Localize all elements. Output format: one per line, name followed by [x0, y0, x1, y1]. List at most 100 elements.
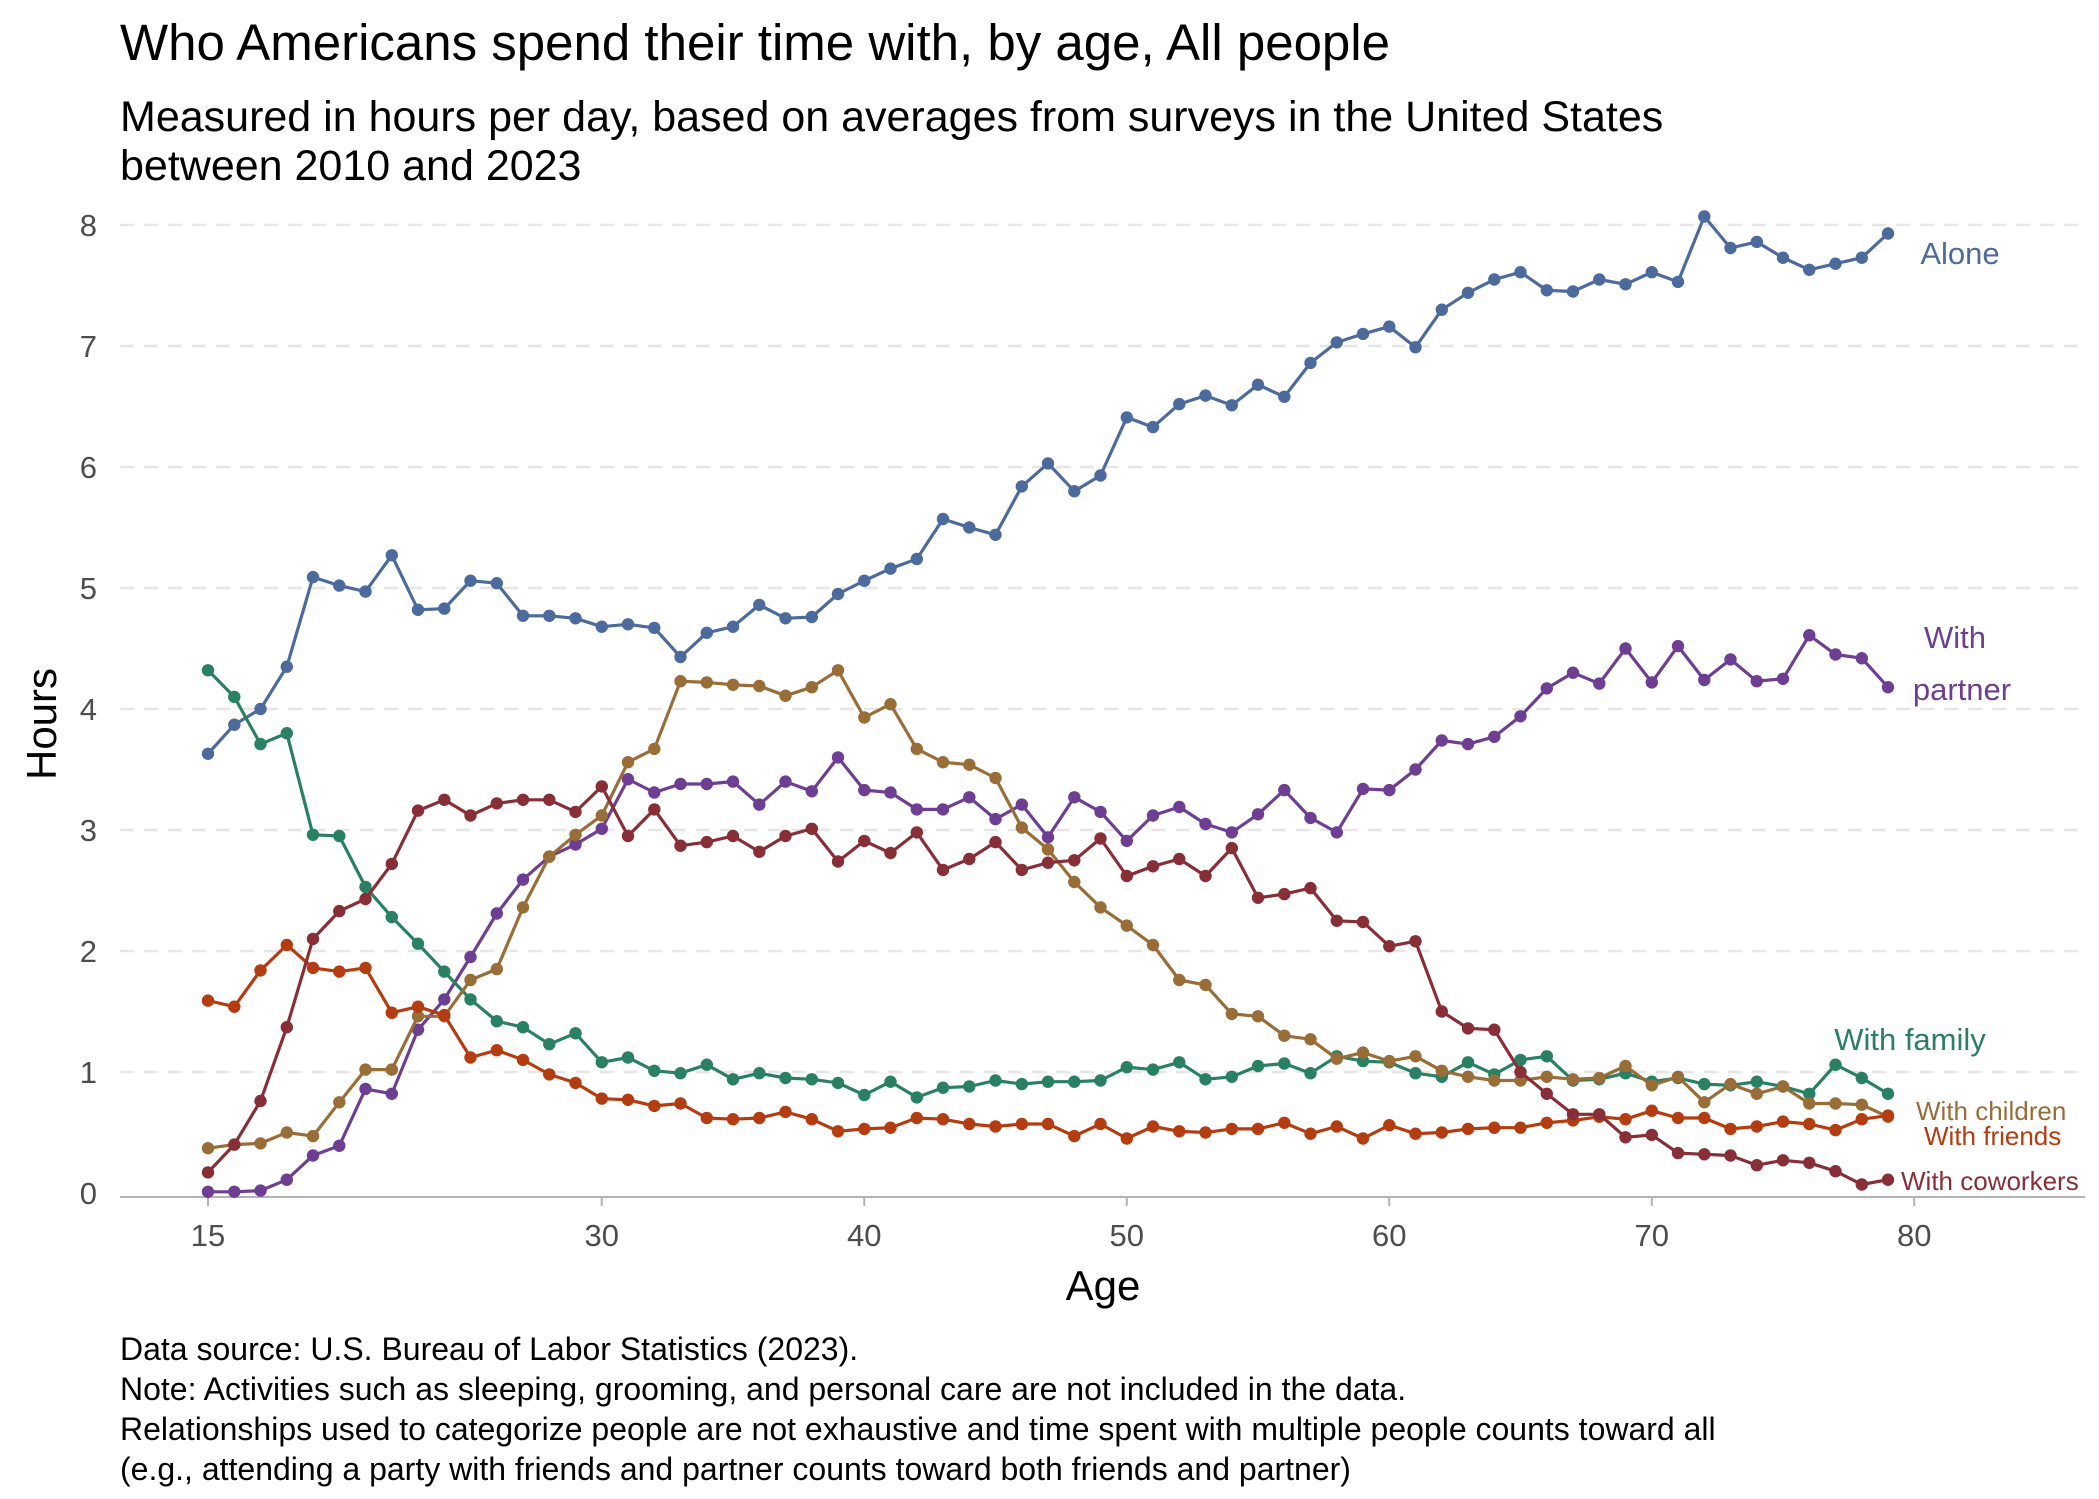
point-with-family-age-43: [936, 1081, 950, 1094]
point-alone-age-77: [1829, 257, 1842, 270]
point-with-friends-age-71: [1671, 1111, 1685, 1125]
point-with-partner-age-37: [779, 775, 792, 788]
point-alone-age-64: [1488, 273, 1501, 286]
point-with-partner-age-27: [516, 873, 530, 886]
point-with-family-age-26: [490, 1015, 503, 1028]
point-with-partner-age-41: [884, 786, 897, 799]
point-with-partner-age-57: [1304, 811, 1317, 825]
point-alone-age-67: [1566, 285, 1580, 298]
gridlines: [120, 223, 2085, 1074]
point-with-children-age-60: [1383, 1054, 1396, 1068]
point-alone-age-24: [438, 602, 451, 615]
point-with-partner-age-71: [1671, 639, 1685, 653]
point-with-partner-age-68: [1593, 677, 1606, 690]
point-alone-age-75: [1776, 251, 1790, 264]
point-with-friends-age-55: [1251, 1122, 1265, 1136]
point-with-children-age-50: [1120, 919, 1134, 932]
point-with-friends-age-52: [1173, 1125, 1186, 1138]
point-with-children-age-18: [280, 1126, 293, 1139]
point-with-family-age-30: [595, 1056, 608, 1069]
point-with-partner-age-48: [1068, 791, 1081, 804]
point-with-coworkers-age-45: [989, 835, 1002, 849]
point-with-friends-age-16: [228, 1000, 241, 1013]
point-with-children-age-32: [648, 742, 661, 756]
point-with-family-age-77: [1829, 1058, 1842, 1071]
point-with-family-age-28: [543, 1038, 556, 1051]
point-with-partner-age-56: [1278, 783, 1291, 797]
point-with-children-age-20: [333, 1096, 346, 1109]
chart-subtitle-line-2: between 2010 and 2023: [120, 142, 581, 190]
point-with-friends-age-78: [1855, 1113, 1869, 1126]
point-with-partner-age-32: [648, 786, 661, 799]
point-with-coworkers-age-65: [1514, 1065, 1527, 1079]
point-with-family-age-53: [1199, 1073, 1212, 1086]
point-alone-age-19: [306, 570, 320, 584]
point-alone-age-45: [989, 528, 1002, 541]
caption-relationships: Relationships used to categorize people …: [120, 1411, 1716, 1447]
point-alone-age-25: [464, 574, 477, 587]
point-alone-age-34: [700, 626, 713, 639]
point-with-coworkers-age-22: [385, 857, 398, 871]
series-label-with-coworkers: With coworkers: [1901, 1166, 2079, 1196]
x-tick-labels: 15 30 40 50 60 70 80: [191, 1218, 1932, 1253]
y-tick-label-4: 4: [80, 692, 97, 727]
point-with-friends-age-37: [779, 1105, 792, 1119]
point-with-friends-age-15: [201, 994, 215, 1007]
series-label-with-children: With children: [1916, 1096, 2066, 1126]
point-with-friends-age-28: [543, 1068, 556, 1081]
point-with-partner-age-44: [963, 791, 976, 804]
point-with-children-age-52: [1173, 973, 1186, 987]
x-tick-label-80: 80: [1897, 1218, 1931, 1253]
point-with-coworkers-age-42: [910, 826, 923, 839]
y-tick-label-8: 8: [80, 208, 97, 243]
point-with-children-age-42: [910, 742, 923, 756]
point-alone-age-39: [831, 587, 845, 601]
point-with-coworkers-age-51: [1146, 860, 1160, 873]
point-with-coworkers-age-32: [648, 803, 661, 816]
point-with-coworkers-age-53: [1199, 869, 1212, 883]
point-with-children-age-51: [1146, 938, 1160, 952]
caption-source: Data source: U.S. Bureau of Labor Statis…: [120, 1331, 858, 1367]
x-tick-label-40: 40: [847, 1218, 881, 1253]
y-tick-label-6: 6: [80, 450, 97, 485]
point-with-children-age-66: [1540, 1070, 1554, 1084]
point-with-children-age-78: [1855, 1098, 1869, 1111]
caption-example: (e.g., attending a party with friends an…: [120, 1451, 1351, 1487]
point-with-coworkers-age-36: [753, 845, 766, 858]
point-with-family-age-16: [228, 690, 241, 704]
point-with-partner-age-43: [936, 803, 950, 816]
point-alone-age-47: [1041, 457, 1055, 470]
point-with-family-age-33: [674, 1067, 687, 1080]
point-with-partner-age-30: [595, 822, 608, 835]
point-with-friends-age-29: [569, 1076, 582, 1090]
point-with-partner-age-23: [411, 1023, 425, 1036]
point-with-partner-age-18: [280, 1173, 293, 1186]
point-with-children-age-37: [779, 689, 792, 702]
point-with-partner-age-55: [1251, 808, 1265, 821]
point-with-children-age-36: [753, 679, 766, 693]
point-with-friends-age-19: [306, 961, 320, 975]
point-with-coworkers-age-18: [280, 1020, 293, 1034]
point-alone-age-30: [595, 620, 608, 633]
point-alone-age-22: [385, 549, 398, 562]
point-with-family-age-32: [648, 1064, 661, 1078]
point-with-partner-age-60: [1383, 783, 1396, 797]
point-with-children-age-54: [1225, 1007, 1239, 1021]
point-with-coworkers-age-73: [1724, 1149, 1737, 1162]
point-with-children-age-22: [385, 1063, 398, 1076]
point-alone-age-23: [411, 603, 425, 616]
point-with-coworkers-age-47: [1041, 856, 1055, 869]
point-with-friends-age-40: [858, 1122, 871, 1136]
point-with-children-age-77: [1829, 1097, 1842, 1110]
point-with-coworkers-age-72: [1698, 1148, 1711, 1161]
point-with-family-age-21: [359, 880, 372, 894]
point-alone-age-35: [726, 620, 740, 633]
point-with-children-age-71: [1671, 1070, 1685, 1084]
point-with-coworkers-age-77: [1829, 1165, 1842, 1178]
point-alone-age-26: [490, 577, 503, 590]
point-with-friends-age-31: [621, 1093, 635, 1107]
point-alone-age-68: [1593, 273, 1606, 286]
point-with-friends-age-66: [1540, 1116, 1554, 1130]
point-with-coworkers-age-39: [831, 855, 845, 868]
point-with-partner-age-25: [464, 950, 477, 964]
